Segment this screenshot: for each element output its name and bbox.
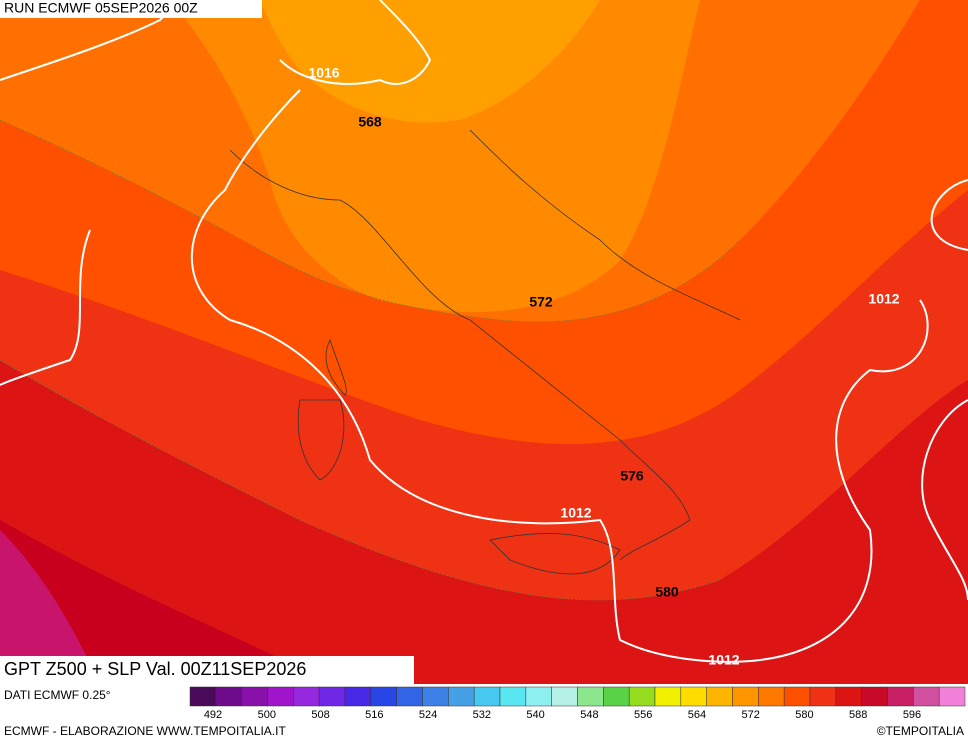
colorbar-tick-label: 596 bbox=[903, 709, 921, 721]
colorbar-swatch bbox=[835, 686, 862, 707]
colorbar-swatch bbox=[241, 686, 268, 707]
contour-label: 568 bbox=[358, 114, 382, 130]
run-box bbox=[0, 0, 262, 18]
colorbar-swatch bbox=[422, 686, 449, 707]
colorbar-tick-label: 580 bbox=[795, 709, 813, 721]
colorbar-swatch bbox=[525, 686, 552, 707]
colorbar-tick-label: 548 bbox=[580, 709, 598, 721]
colorbar-swatch bbox=[861, 686, 888, 707]
map-title: GPT Z500 + SLP Val. 00Z11SEP2026 bbox=[4, 659, 306, 679]
colorbar-tick-label: 556 bbox=[634, 709, 652, 721]
footer-left: ECMWF - ELABORAZIONE WWW.TEMPOITALIA.IT bbox=[4, 724, 286, 738]
colorbar-tick-label: 492 bbox=[204, 709, 222, 721]
contour-label: 1012 bbox=[708, 652, 739, 668]
map bbox=[0, 0, 968, 684]
title-box bbox=[0, 656, 414, 684]
colorbar: 492 500 508 516 524 532 540 548 556 564 572 580 588 5… bbox=[189, 686, 966, 721]
colorbar-swatch bbox=[732, 686, 759, 707]
colorbar-tick-label: 516 bbox=[365, 709, 383, 721]
colorbar-tick-label: 564 bbox=[688, 709, 706, 721]
contour-label: 1012 bbox=[868, 291, 899, 307]
colorbar-swatch bbox=[473, 686, 501, 707]
contour-label: 1016 bbox=[308, 65, 339, 81]
colorbar-swatch bbox=[680, 686, 707, 707]
colorbar-swatch bbox=[783, 686, 811, 707]
colorbar-swatch bbox=[344, 686, 372, 707]
contour-label: 572 bbox=[529, 294, 553, 310]
source-label: DATI ECMWF 0.25° bbox=[4, 688, 111, 702]
colorbar-tick-label: 572 bbox=[742, 709, 760, 721]
colorbar-swatch bbox=[551, 686, 578, 707]
colorbar-tick-label: 524 bbox=[419, 709, 437, 721]
colorbar-swatch bbox=[758, 686, 785, 707]
colorbar-swatch bbox=[499, 686, 527, 707]
colorbar-tick-label: 588 bbox=[849, 709, 867, 721]
colorbar-swatch bbox=[448, 686, 475, 707]
contour-label: 1012 bbox=[560, 505, 591, 521]
colorbar-swatch bbox=[913, 686, 940, 707]
colorbar-swatch bbox=[654, 686, 682, 707]
colorbar-tick-label: 540 bbox=[526, 709, 544, 721]
colorbar-swatch bbox=[215, 686, 242, 707]
colorbar-swatch bbox=[577, 686, 604, 707]
colorbar-swatch bbox=[293, 686, 320, 707]
colorbar-swatch bbox=[603, 686, 630, 707]
colorbar-swatch bbox=[370, 686, 397, 707]
colorbar-swatch bbox=[809, 686, 837, 707]
colorbar-swatch bbox=[396, 686, 423, 707]
run-label: RUN ECMWF 05SEP2026 00Z bbox=[4, 0, 198, 16]
colorbar-swatch bbox=[706, 686, 733, 707]
footer-right: ©TEMPOITALIA bbox=[877, 724, 964, 738]
colorbar-swatch bbox=[887, 686, 914, 707]
colorbar-swatch bbox=[628, 686, 656, 707]
colorbar-swatch bbox=[318, 686, 346, 707]
colorbar-tick-label: 500 bbox=[258, 709, 276, 721]
colorbar-swatch bbox=[267, 686, 294, 707]
colorbar-tick-label: 532 bbox=[473, 709, 491, 721]
contour-label: 576 bbox=[620, 468, 644, 484]
colorbar-swatch bbox=[189, 686, 217, 707]
contour-label: 580 bbox=[655, 584, 679, 600]
colorbar-tick-label: 508 bbox=[311, 709, 329, 721]
colorbar-swatch bbox=[938, 686, 966, 707]
